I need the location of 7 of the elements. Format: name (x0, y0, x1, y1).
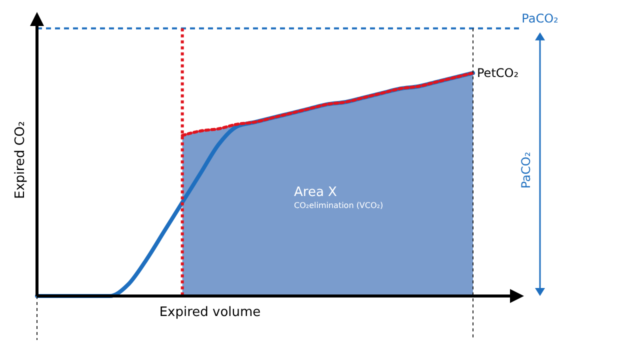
annotation: PetCO₂ (477, 66, 519, 80)
annotation: CO₂elimination (VCO₂) (294, 201, 384, 210)
text: PaCO₂ (519, 152, 533, 189)
ref-line-label: PaCO₂ (522, 11, 559, 26)
annotation: Area X (294, 185, 338, 200)
x-axis-title: Expired volume (159, 305, 261, 320)
y-axis-title: Expired CO₂ (13, 121, 28, 199)
